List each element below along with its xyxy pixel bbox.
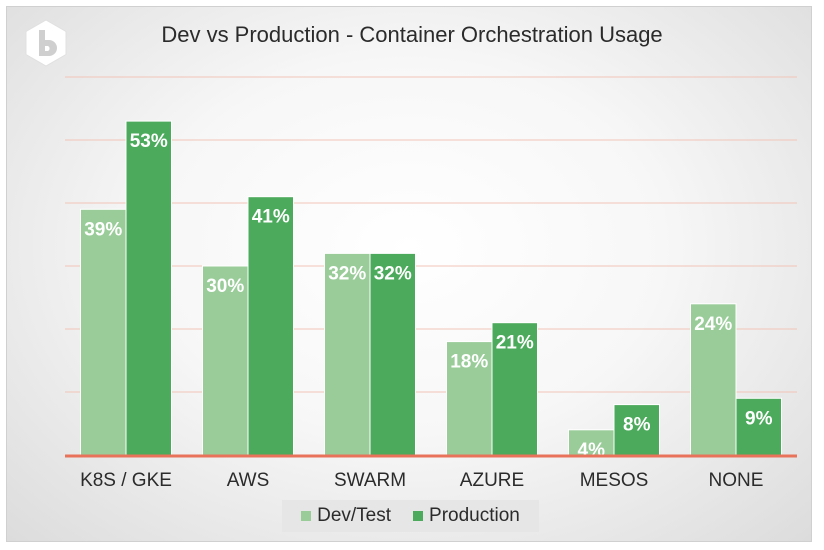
data-label-dev-test: 18% xyxy=(450,352,488,373)
x-tick-label: K8S / GKE xyxy=(80,470,172,491)
data-label-production: 9% xyxy=(745,408,773,429)
data-label-production: 21% xyxy=(496,333,534,354)
bar-production xyxy=(613,404,660,456)
x-tick-label: AWS xyxy=(227,470,270,491)
x-tick-label: MESOS xyxy=(580,470,649,491)
bar-dev-test xyxy=(568,429,615,456)
bar-production xyxy=(735,397,782,456)
bar-dev-test xyxy=(80,208,127,456)
data-label-production: 41% xyxy=(252,207,290,228)
hexagon-b-logo-icon xyxy=(25,19,67,67)
data-label-dev-test: 24% xyxy=(694,314,732,335)
legend-label-dev-test: Dev/Test xyxy=(317,505,392,526)
legend-swatch-dev-test xyxy=(301,511,312,521)
x-tick-label: AZURE xyxy=(460,470,524,491)
chart-legend: Dev/Test Production xyxy=(282,500,539,532)
data-label-dev-test: 32% xyxy=(328,263,366,284)
data-label-production: 32% xyxy=(374,263,412,284)
x-tick-label: NONE xyxy=(709,470,764,491)
bar-production xyxy=(247,196,294,456)
data-label-dev-test: 4% xyxy=(578,440,606,461)
legend-item-dev-test: Dev/Test xyxy=(301,505,391,527)
legend-item-production: Production xyxy=(413,505,520,527)
bar-dev-test xyxy=(446,341,493,456)
data-label-dev-test: 30% xyxy=(206,276,244,297)
bar-production xyxy=(491,322,538,456)
data-label-production: 53% xyxy=(130,131,168,152)
x-tick-label: SWARM xyxy=(334,470,406,491)
chart-title: Dev vs Production - Container Orchestrat… xyxy=(161,22,663,47)
bar-production xyxy=(125,120,172,456)
legend-swatch-production xyxy=(413,511,424,521)
legend-label-production: Production xyxy=(429,505,520,526)
data-label-dev-test: 39% xyxy=(84,219,122,240)
bar-production xyxy=(369,252,416,456)
data-label-production: 8% xyxy=(623,415,651,436)
